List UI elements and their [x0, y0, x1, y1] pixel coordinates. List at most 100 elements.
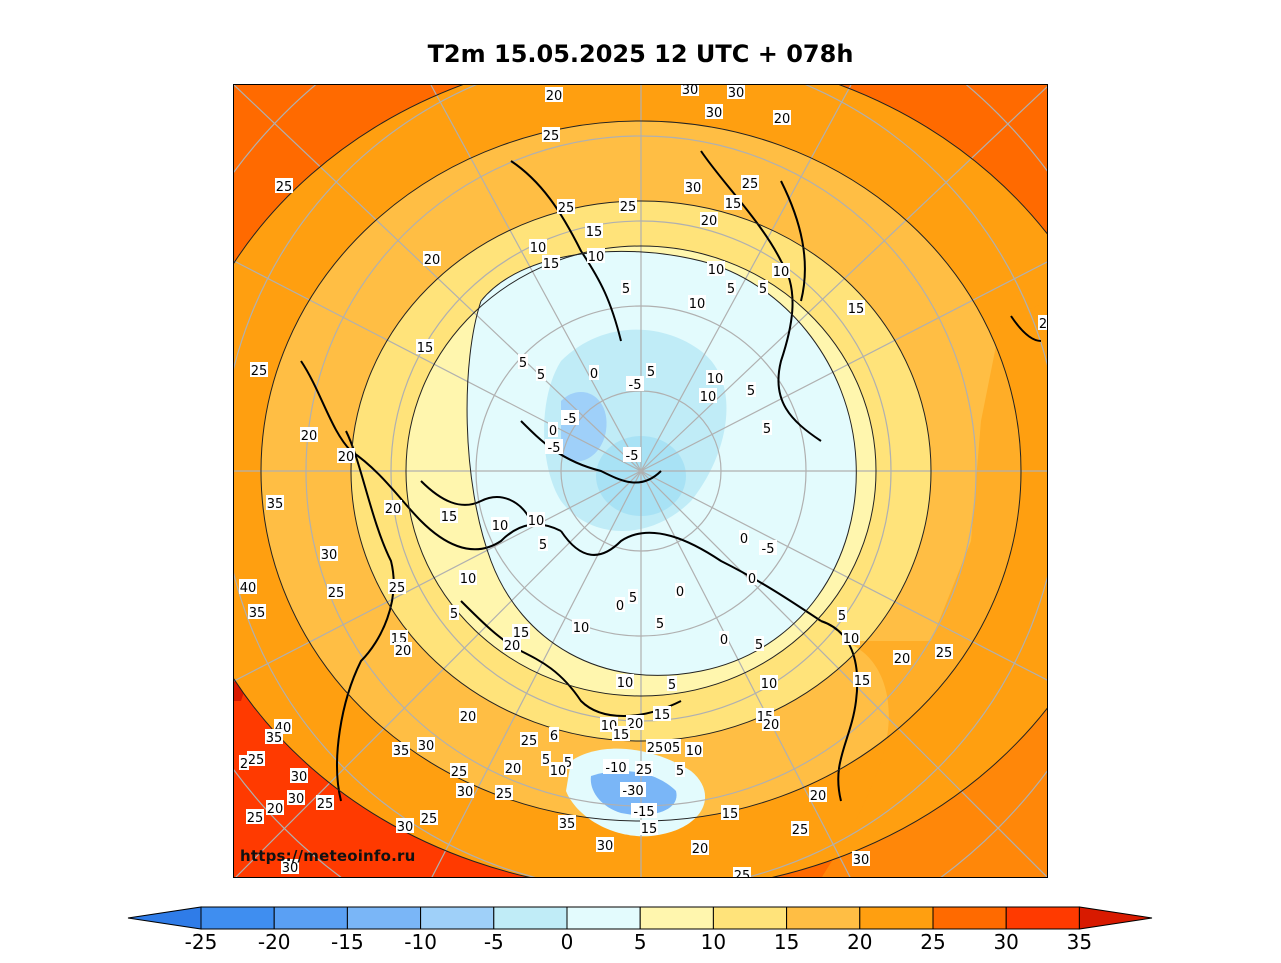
contour-label: -5	[629, 378, 642, 393]
contour-label-box	[727, 85, 745, 99]
contour-label: 0	[720, 633, 728, 648]
contour-label: 35	[266, 731, 283, 746]
contour-label: 5	[759, 282, 767, 297]
contour-label-box	[520, 732, 538, 747]
contour-label-box	[585, 223, 603, 238]
contour-label-box	[935, 644, 953, 659]
contour-label-box	[1038, 315, 1047, 330]
contour-label: -5	[626, 449, 639, 464]
contour-label-box	[548, 422, 558, 437]
colorbar-bin	[420, 906, 495, 930]
contour-label: 20	[395, 644, 412, 659]
contour-label-box	[300, 427, 318, 442]
contour-label: 10	[761, 677, 778, 692]
contour-label-box	[491, 517, 509, 532]
contour-label: 25	[620, 200, 637, 215]
contour-label-box	[837, 607, 847, 622]
contour-label: 25	[276, 180, 293, 195]
contour-label: -30	[622, 784, 643, 799]
contour-label: 15	[641, 822, 658, 837]
colorbar-over-arrow	[1078, 906, 1153, 930]
temp-band-minus10-minus5	[561, 392, 607, 462]
contour-label-box	[653, 706, 671, 721]
contour-label: 5	[656, 617, 664, 632]
contour-label: 10	[573, 621, 590, 636]
contour-label-box	[290, 768, 308, 783]
contour-label-box	[603, 759, 629, 774]
contour-label: 10	[843, 632, 860, 647]
contour-label-box	[700, 212, 718, 227]
contour-label: 20	[338, 450, 355, 465]
contour-label: 5	[542, 753, 550, 768]
contour-label-box	[760, 675, 778, 690]
contour-label-box	[459, 570, 477, 585]
contour-label-box	[688, 295, 706, 310]
contour-label-box	[417, 737, 435, 752]
colorbar-tick-label: 30	[993, 930, 1019, 954]
contour-label: 25	[521, 734, 538, 749]
contour-label-box	[596, 837, 614, 852]
contour-label: 10	[773, 265, 790, 280]
contour-label-box	[527, 512, 545, 527]
contour-label-box	[631, 803, 657, 818]
contour-label: 25	[247, 811, 264, 826]
contour-label: 5	[629, 591, 637, 606]
contour-label-box	[394, 642, 412, 657]
contour-label-box	[589, 365, 599, 380]
contour-label: 20	[460, 710, 477, 725]
contour-label-box	[529, 239, 547, 254]
contour-label-box	[558, 815, 576, 830]
contour-label: 0	[740, 532, 748, 547]
colorbar-bin	[639, 906, 714, 930]
contour-label: 25	[248, 753, 265, 768]
contour-label: 5	[564, 756, 572, 771]
contour-label: 30	[728, 86, 745, 101]
contour-label-box	[684, 179, 702, 194]
contour-label-box	[626, 376, 644, 391]
contour-label: 25	[734, 869, 751, 878]
contour-label-box	[390, 630, 408, 645]
contour-label: 25	[451, 765, 468, 780]
contour-label-box	[754, 636, 764, 651]
contour-label: 30	[321, 548, 338, 563]
contour-label: 5	[647, 365, 655, 380]
contour-label: 10	[686, 744, 703, 759]
contour-label: 15	[725, 197, 742, 212]
colorbar-tick-label: 0	[560, 930, 574, 954]
contour-label: 30	[282, 861, 299, 876]
contour-label: 15	[586, 225, 603, 240]
contour-label: 2	[1039, 317, 1047, 332]
contour-label: 25	[742, 177, 759, 192]
contour-label-box	[699, 388, 717, 403]
contour-label: 25	[647, 741, 664, 756]
contour-label-box	[266, 800, 284, 815]
contour-label: 20	[301, 429, 318, 444]
contour-label-box	[847, 300, 865, 315]
colorbar-bin	[786, 906, 861, 930]
contour-label: 10	[528, 514, 545, 529]
contour-label-box	[542, 255, 560, 270]
contour-label: 20	[385, 502, 402, 517]
contour-label: 20	[505, 762, 522, 777]
contour-label: 0	[549, 424, 557, 439]
contour-label: 10	[708, 263, 725, 278]
contour-label: 5	[676, 764, 684, 779]
contour-label: 25	[543, 129, 560, 144]
contour-label: 20	[894, 652, 911, 667]
contour-label: 0	[676, 585, 684, 600]
contour-label: 5	[450, 607, 458, 622]
contour-label: 25	[251, 364, 268, 379]
contour-label-box	[615, 597, 625, 612]
colorbar-tick-label: -15	[331, 930, 364, 954]
colorbar-bin	[273, 906, 348, 930]
contour-label: 5	[539, 538, 547, 553]
contour-label-box	[640, 820, 658, 835]
contour-label: 30	[853, 853, 870, 868]
contour-label-box	[675, 762, 685, 777]
contour-label: 15	[613, 728, 630, 743]
contour-label-box	[250, 362, 268, 377]
colorbar-bin	[932, 906, 1007, 930]
contour-label: 40	[240, 581, 257, 596]
contour-label: 30	[291, 770, 308, 785]
contour-label: 0	[590, 367, 598, 382]
